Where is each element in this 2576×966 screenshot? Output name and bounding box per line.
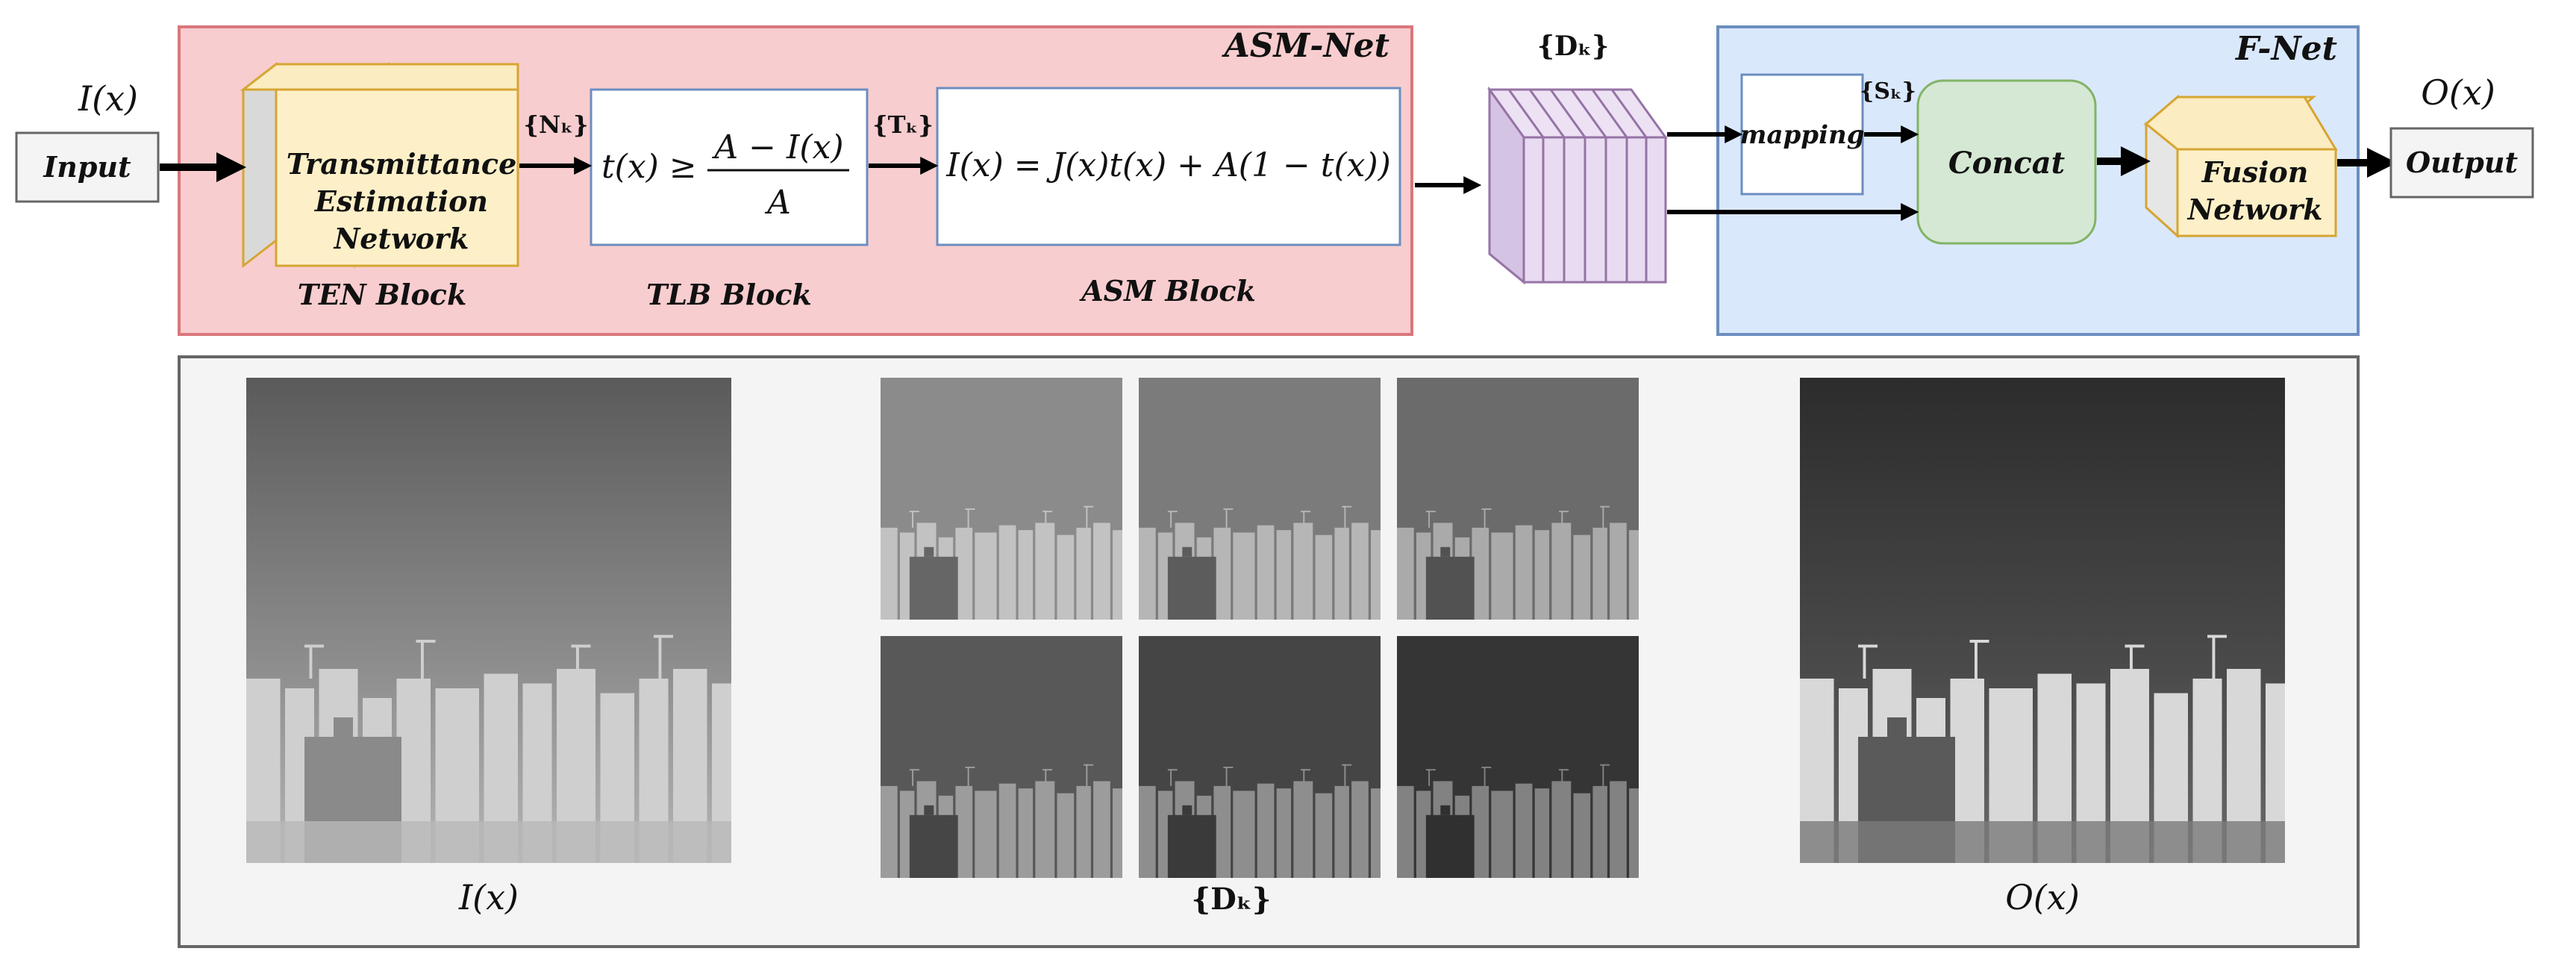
ten-line-1: Transmittance (287, 147, 517, 181)
asm-block (936, 87, 1401, 246)
dk-thumbnail (1397, 378, 1639, 620)
asm-net-group: ASM-Net Transmittance Estimation Network… (178, 25, 1413, 336)
ten-block: Transmittance Estimation Network (240, 61, 519, 269)
ten-line-2: Estimation (314, 184, 488, 218)
nk-label: {Nₖ} (523, 110, 588, 139)
input-symbol: I(x) (78, 78, 138, 119)
fusion-line-2: Network (2187, 193, 2323, 226)
concat-block (1916, 79, 2097, 245)
fusion-network-block: Fusion Network (2142, 94, 2338, 239)
f-net-title: F-Net (2234, 30, 2337, 68)
input-example-caption: I(x) (458, 877, 519, 917)
dk-example-caption: {Dₖ} (1191, 882, 1271, 917)
tlb-block (590, 88, 869, 246)
output-label: Output (2406, 146, 2518, 179)
ten-block-label: TEN Block (298, 278, 467, 311)
output-box (2389, 127, 2534, 199)
sk-label: {Sₖ} (1860, 78, 1916, 105)
ten-line-3: Network (334, 222, 469, 255)
mapping-label: mapping (1740, 120, 1865, 150)
f-net-group: F-Net mapping {Sₖ} Concat Fusion Network (1667, 25, 2360, 336)
tlb-formula-lhs: t(x) ≥ (601, 148, 697, 186)
tlb-block-label: TLB Block (646, 278, 812, 311)
dk-label: {Dₖ} (1537, 31, 1609, 62)
dk-thumbnail (1139, 378, 1381, 620)
fusion-block-face (2176, 148, 2337, 237)
asm-block-label: ASM Block (1079, 274, 1256, 308)
dk-thumbnail (881, 636, 1122, 878)
dk-example-grid (881, 378, 1639, 878)
tlb-denominator: A (764, 184, 791, 222)
input-example-image (246, 378, 731, 863)
concat-label: Concat (1948, 146, 2066, 181)
dk-thumbnail (1139, 636, 1381, 878)
tk-label: {Tₖ} (872, 110, 934, 139)
dk-thumbnail (881, 378, 1122, 620)
output-symbol: O(x) (2421, 72, 2495, 113)
mapping-box (1740, 73, 1864, 196)
output-example-caption: O(x) (2005, 877, 2080, 917)
dk-stack (1487, 86, 1668, 285)
tlb-numerator: A − I(x) (711, 128, 843, 166)
asm-net-title: ASM-Net (1222, 27, 1389, 65)
dk-thumbnail (1397, 636, 1639, 878)
input-label: Input (43, 150, 131, 184)
asm-formula: I(x) = J(x)t(x) + A(1 − t(x)) (945, 146, 1391, 184)
dk-stack-front (1522, 136, 1667, 284)
fusion-line-1: Fusion (2201, 155, 2309, 189)
input-box (15, 131, 160, 203)
output-example-image (1800, 378, 2285, 863)
